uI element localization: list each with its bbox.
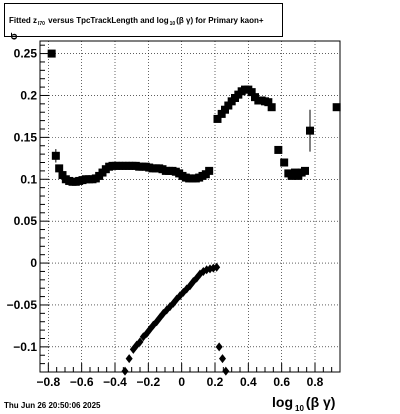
data-point-square — [224, 101, 233, 110]
data-point-diamond — [125, 354, 133, 364]
data-point-diamond — [219, 354, 226, 364]
data-point-square — [332, 103, 341, 112]
y-tick-label: −0.05 — [7, 298, 38, 312]
title-subscript-1: I70 — [38, 21, 45, 27]
y-tick-label: 0 — [30, 256, 37, 270]
chart-title: Fitted zI70 versus TpcTrackLength and lo… — [4, 3, 283, 37]
x-tick-label: 0 — [178, 375, 185, 389]
x-tick-label: 0.6 — [273, 375, 290, 389]
x-axis-label-rest: (β γ) — [305, 394, 336, 410]
data-point-square — [264, 98, 273, 107]
data-point-diamond — [215, 342, 223, 352]
data-point-square — [213, 114, 222, 123]
data-point-square — [221, 105, 229, 114]
plot-frame — [39, 40, 341, 373]
title-middle: versus TpcTrackLength and log — [45, 16, 169, 25]
x-tick-label: −0.2 — [136, 375, 160, 389]
x-tick-label: −0.4 — [103, 375, 127, 389]
data-point-square — [58, 171, 67, 180]
title-subscript-2: 10 — [169, 21, 176, 27]
x-tick-label: −0.6 — [70, 375, 94, 389]
data-point-square — [247, 88, 256, 97]
data-point-diamond — [222, 366, 230, 376]
x-tick-label: 0.4 — [240, 375, 257, 389]
x-tick-label: −0.8 — [36, 375, 60, 389]
data-point-square — [267, 103, 276, 112]
x-tick-label: 0.8 — [307, 375, 324, 389]
y-axis-label: σ — [8, 32, 20, 40]
data-point-square — [301, 166, 309, 175]
title-suffix: (β γ) for Primary kaon+ — [176, 16, 264, 25]
data-point-square — [51, 151, 60, 160]
x-axis-label-main: log — [272, 394, 293, 410]
data-point-square — [274, 145, 283, 154]
data-point-square — [280, 158, 289, 167]
y-tick-label: −0.1 — [13, 340, 37, 354]
data-point-square — [55, 164, 64, 173]
x-tick-label: 0.2 — [207, 375, 224, 389]
title-prefix: Fitted z — [9, 16, 37, 25]
x-axis-label-sub: 10 — [295, 404, 304, 413]
data-point-diamond — [136, 337, 144, 347]
y-tick-label: 0.25 — [14, 47, 38, 61]
data-point-square — [306, 126, 314, 135]
data-point-diamond — [213, 262, 221, 272]
data-point-square — [47, 49, 56, 58]
y-tick-label: 0.15 — [14, 130, 38, 144]
y-tick-label: 0.05 — [14, 214, 38, 228]
data-point-diamond — [121, 366, 129, 376]
y-tick-label: 0.2 — [20, 88, 37, 102]
y-tick-label: 0.1 — [20, 172, 37, 186]
data-point-square — [217, 109, 226, 118]
timestamp-footer: Thu Jun 26 20:50:06 2025 — [4, 401, 101, 410]
data-point-square — [205, 166, 214, 175]
x-axis-label: log 10 (β γ) — [272, 394, 335, 413]
